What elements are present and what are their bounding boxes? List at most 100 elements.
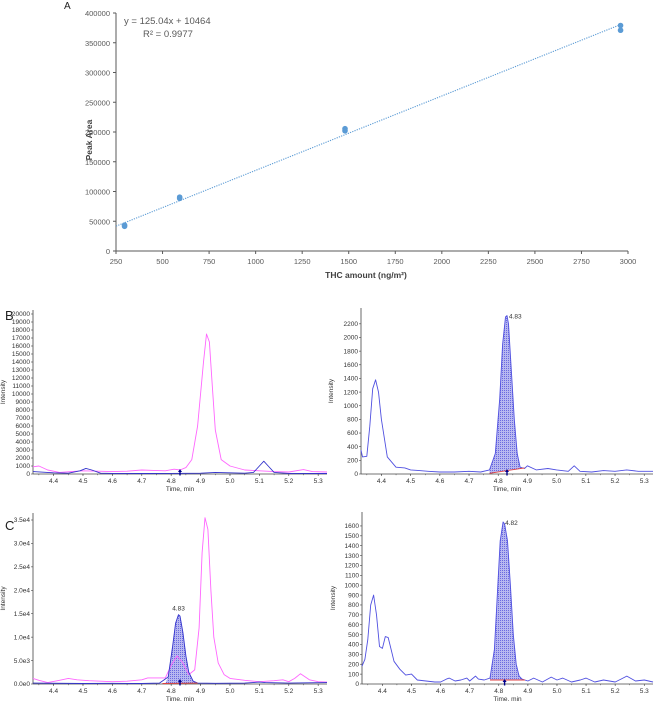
- y-tick-label: 15000: [12, 351, 30, 358]
- y-tick-label: 800: [348, 602, 359, 609]
- x-tick-label: 1250: [294, 257, 311, 266]
- y-tick-label: 250000: [85, 98, 110, 107]
- pink-trace: [32, 333, 328, 473]
- x-tick-label: 4.9: [523, 688, 532, 695]
- y-tick-label: 0.0e0: [14, 681, 31, 688]
- panel-label-b: B: [5, 308, 14, 323]
- x-tick-label: 5.1: [581, 478, 590, 485]
- y-tick-label: 19000: [12, 319, 30, 326]
- x-tick-label: 500: [156, 257, 169, 266]
- x-tick-label: 4.7: [137, 478, 146, 485]
- y-tick-label: 2000: [344, 335, 359, 342]
- data-point: [176, 194, 183, 200]
- x-tick-label: 5.0: [225, 478, 234, 485]
- x-tick-label: 5.0: [552, 478, 561, 485]
- x-tick-label: 5.2: [284, 478, 293, 485]
- y-tick-label: 1000: [16, 463, 31, 470]
- y-tick-label: 18000: [12, 327, 30, 334]
- panel-a-calibration-chart: A 0 50000 100000 150000 200000 250000 300000 350…: [64, 1, 636, 280]
- x-axis-title: THC amount (ng/m²): [325, 270, 407, 280]
- x-tick-label: 4.4: [378, 688, 387, 695]
- panel-label-c: C: [5, 518, 14, 533]
- y-tick-label: 1.0e4: [14, 634, 31, 641]
- chromatogram-c-left: 0.0e0 5.0e3 1.0e4 1.5e4 2.0e4 2.5e4 3.0e4 3.5e4…: [0, 513, 328, 701]
- blue-trace: [361, 521, 654, 683]
- y-tick-label: 200000: [85, 128, 110, 137]
- chromatogram-c-right: 0 100 200 300 400 500 600 700 800 900 1000 1100 1200…: [330, 512, 654, 701]
- x-tick-label: 4.8: [167, 688, 176, 695]
- r-squared: R² = 0.9977: [143, 29, 193, 40]
- y-axis-title: Intensity: [328, 378, 335, 403]
- y-tick-label: 2.0e4: [14, 587, 31, 594]
- y-tick-label: 300: [348, 652, 359, 659]
- y-tick-label: 600: [348, 622, 359, 629]
- y-tick-label: 5.0e3: [14, 658, 31, 665]
- y-tick-label: 1000: [344, 403, 359, 410]
- x-tick-label: 5.1: [255, 478, 264, 485]
- y-tick-label: 3000: [16, 447, 31, 454]
- x-tick-label: 4.9: [196, 688, 205, 695]
- y-tick-label: 700: [348, 612, 359, 619]
- y-tick-label: 300000: [85, 69, 110, 78]
- y-axis-title: Intensity: [330, 585, 337, 610]
- peak-retention-label: 4.83: [172, 606, 185, 613]
- x-axis-title: Time, min: [166, 486, 195, 493]
- x-tick-label: 1000: [247, 257, 264, 266]
- x-tick-label: 4.6: [435, 478, 444, 485]
- x-tick-label: 1500: [340, 257, 357, 266]
- chromatogram-b-right: 0 200 400 600 800 1000 1200 1400 1600 1800 2000 220…: [328, 308, 653, 493]
- integrated-peak-area: [490, 521, 525, 681]
- y-tick-label: 1600: [344, 362, 359, 369]
- y-tick-label: 800: [347, 417, 358, 424]
- x-tick-label: 2750: [573, 257, 590, 266]
- x-tick-label: 4.4: [49, 478, 58, 485]
- retention-time-marker-icon: [178, 679, 182, 686]
- y-tick-label: 11000: [12, 383, 30, 390]
- y-tick-label: 400000: [85, 9, 110, 18]
- y-tick-label: 2.5e4: [14, 564, 31, 571]
- y-tick-label: 150000: [85, 158, 110, 167]
- y-tick-label: 350000: [85, 39, 110, 48]
- x-axis-title: Time, min: [493, 696, 522, 701]
- data-point: [121, 222, 128, 228]
- x-tick-label: 4.9: [523, 478, 532, 485]
- y-tick-label: 1000: [345, 582, 360, 589]
- chromatogram-b-left: 0100020003000400050006000700080009000100…: [0, 310, 328, 493]
- y-tick-label: 0: [106, 247, 110, 256]
- data-point: [617, 22, 624, 29]
- x-axis-title: Time, min: [493, 486, 522, 493]
- retention-time-marker-icon: [502, 679, 507, 686]
- y-tick-label: 0: [355, 681, 359, 688]
- y-tick-label: 9000: [16, 399, 31, 406]
- x-tick-label: 4.8: [167, 478, 176, 485]
- x-tick-label: 4.6: [436, 688, 445, 695]
- x-tick-label: 5.1: [255, 688, 264, 695]
- y-tick-label: 0: [354, 471, 358, 478]
- x-tick-label: 5.2: [284, 688, 293, 695]
- y-tick-label: 1400: [344, 376, 359, 383]
- x-tick-label: 4.4: [49, 688, 58, 695]
- x-tick-label: 4.9: [196, 478, 205, 485]
- x-tick-label: 5.1: [582, 688, 591, 695]
- y-tick-label: 1100: [345, 573, 359, 580]
- y-tick-label: 1200: [345, 563, 360, 570]
- blue-trace: [360, 315, 653, 473]
- x-tick-label: 4.5: [78, 478, 87, 485]
- x-tick-label: 5.3: [314, 478, 323, 485]
- y-tick-label: 7000: [16, 415, 31, 422]
- x-tick-label: 5.2: [611, 478, 620, 485]
- y-tick-label: 14000: [12, 359, 30, 366]
- peak-retention-label: 4.82: [505, 520, 518, 527]
- x-tick-label: 5.2: [611, 688, 620, 695]
- blue-trace: [32, 460, 328, 474]
- y-axis-title: Intensity: [0, 586, 7, 611]
- y-tick-label: 500: [348, 632, 359, 639]
- y-tick-label: 5000: [16, 431, 31, 438]
- trendline-equation: y = 125.04x + 10464: [124, 16, 211, 27]
- x-tick-label: 4.6: [108, 478, 117, 485]
- y-axis-title: Peak Area: [84, 119, 94, 160]
- y-tick-label: 3.5e4: [14, 517, 31, 524]
- y-tick-label: 900: [348, 592, 359, 599]
- x-tick-label: 4.7: [137, 688, 146, 695]
